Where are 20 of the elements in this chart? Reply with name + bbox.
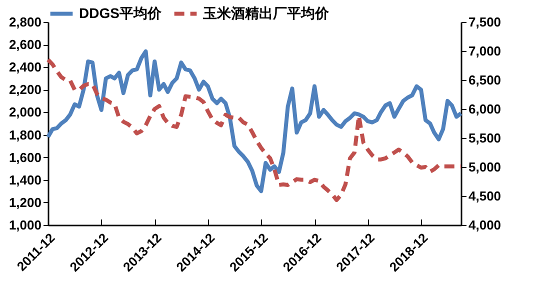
y2-tick-label: 4,000 — [468, 218, 502, 232]
y-tick-label: 1,400 — [8, 172, 42, 188]
y2-tick-label: 7,000 — [468, 44, 502, 58]
y2-tick-label: 7,500 — [468, 14, 502, 30]
y2-tick-label: 5,000 — [468, 160, 502, 174]
y-tick-label: 2,200 — [8, 82, 42, 98]
y-tick-label: 2,400 — [8, 60, 42, 75]
legend-label: DDGS平均价 — [79, 4, 162, 21]
y-tick-label: 1,600 — [8, 150, 42, 165]
y2-tick-label: 6,500 — [468, 72, 502, 88]
y-tick-label: 2,800 — [8, 14, 42, 30]
y-tick-label: 1,000 — [8, 218, 42, 232]
y-tick-label: 1,200 — [8, 194, 42, 210]
legend-label: 玉米酒精出厂平均价 — [202, 4, 330, 21]
y2-tick-label: 4,500 — [468, 188, 502, 204]
y-tick-label: 2,000 — [8, 104, 42, 120]
y2-tick-label: 5,500 — [468, 130, 502, 146]
y-tick-label: 2,600 — [8, 37, 42, 52]
y-tick-label: 1,800 — [8, 127, 42, 142]
y2-tick-label: 6,000 — [468, 102, 502, 116]
